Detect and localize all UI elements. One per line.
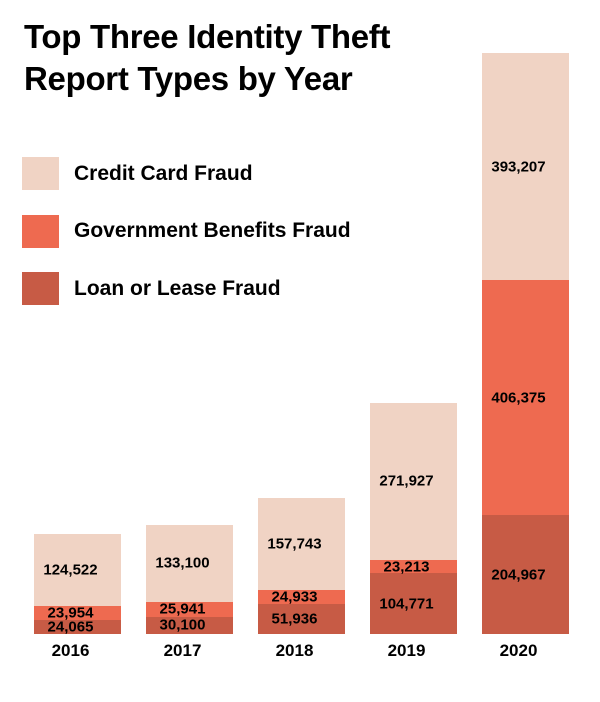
value-label-2016-credit-card-fraud: 124,522 <box>43 561 98 579</box>
chart-title: Top Three Identity Theft Report Types by… <box>24 16 390 100</box>
bar-segment-2018-credit-card-fraud: 157,743 <box>258 498 345 590</box>
bar-segment-2017-loan-or-lease-fraud: 30,100 <box>146 616 233 634</box>
value-label-2018-credit-card-fraud: 157,743 <box>267 535 322 553</box>
value-label-2018-government-benefits-fraud: 24,933 <box>271 588 318 606</box>
bar-segment-2019-loan-or-lease-fraud: 104,771 <box>370 573 457 634</box>
value-label-2019-government-benefits-fraud: 23,213 <box>383 558 430 576</box>
bar-segment-2017-credit-card-fraud: 133,100 <box>146 524 233 602</box>
bar-segment-2020-government-benefits-fraud: 406,375 <box>482 280 569 516</box>
bar-segment-2020-loan-or-lease-fraud: 204,967 <box>482 515 569 634</box>
value-label-2019-credit-card-fraud: 271,927 <box>379 472 434 490</box>
bar-segment-2019-government-benefits-fraud: 23,213 <box>370 558 457 576</box>
bar-segment-2017-government-benefits-fraud: 25,941 <box>146 600 233 618</box>
chart-title-line1: Top Three Identity Theft <box>24 18 391 55</box>
x-axis-label-2017: 2017 <box>163 641 202 660</box>
value-label-2017-loan-or-lease-fraud: 30,100 <box>159 616 206 634</box>
bar-segment-2016-government-benefits-fraud: 23,954 <box>34 604 121 622</box>
value-label-2020-government-benefits-fraud: 406,375 <box>491 389 546 407</box>
bar-segment-2018-loan-or-lease-fraud: 51,936 <box>258 603 345 634</box>
chart-title-line2: Report Types by Year <box>24 60 353 97</box>
bar-segment-2016-credit-card-fraud: 124,522 <box>34 534 121 607</box>
x-axis-label-2020: 2020 <box>499 641 538 660</box>
value-label-2016-government-benefits-fraud: 23,954 <box>47 604 94 622</box>
value-label-2020-credit-card-fraud: 393,207 <box>491 158 546 176</box>
value-label-2017-credit-card-fraud: 133,100 <box>155 554 210 572</box>
value-label-2017-government-benefits-fraud: 25,941 <box>159 600 206 618</box>
value-label-2016-loan-or-lease-fraud: 24,065 <box>47 618 94 636</box>
value-label-2018-loan-or-lease-fraud: 51,936 <box>271 610 318 628</box>
x-axis-label-2019: 2019 <box>387 641 426 660</box>
bar-segment-2019-credit-card-fraud: 271,927 <box>370 402 457 560</box>
bar-segment-2016-loan-or-lease-fraud: 24,065 <box>34 618 121 636</box>
bar-segment-2020-credit-card-fraud: 393,207 <box>482 53 569 281</box>
value-label-2019-loan-or-lease-fraud: 104,771 <box>379 595 434 613</box>
bar-segment-2018-government-benefits-fraud: 24,933 <box>258 588 345 606</box>
x-axis-label-2016: 2016 <box>51 641 90 660</box>
value-label-2020-loan-or-lease-fraud: 204,967 <box>491 566 546 584</box>
x-axis-label-2018: 2018 <box>275 641 314 660</box>
